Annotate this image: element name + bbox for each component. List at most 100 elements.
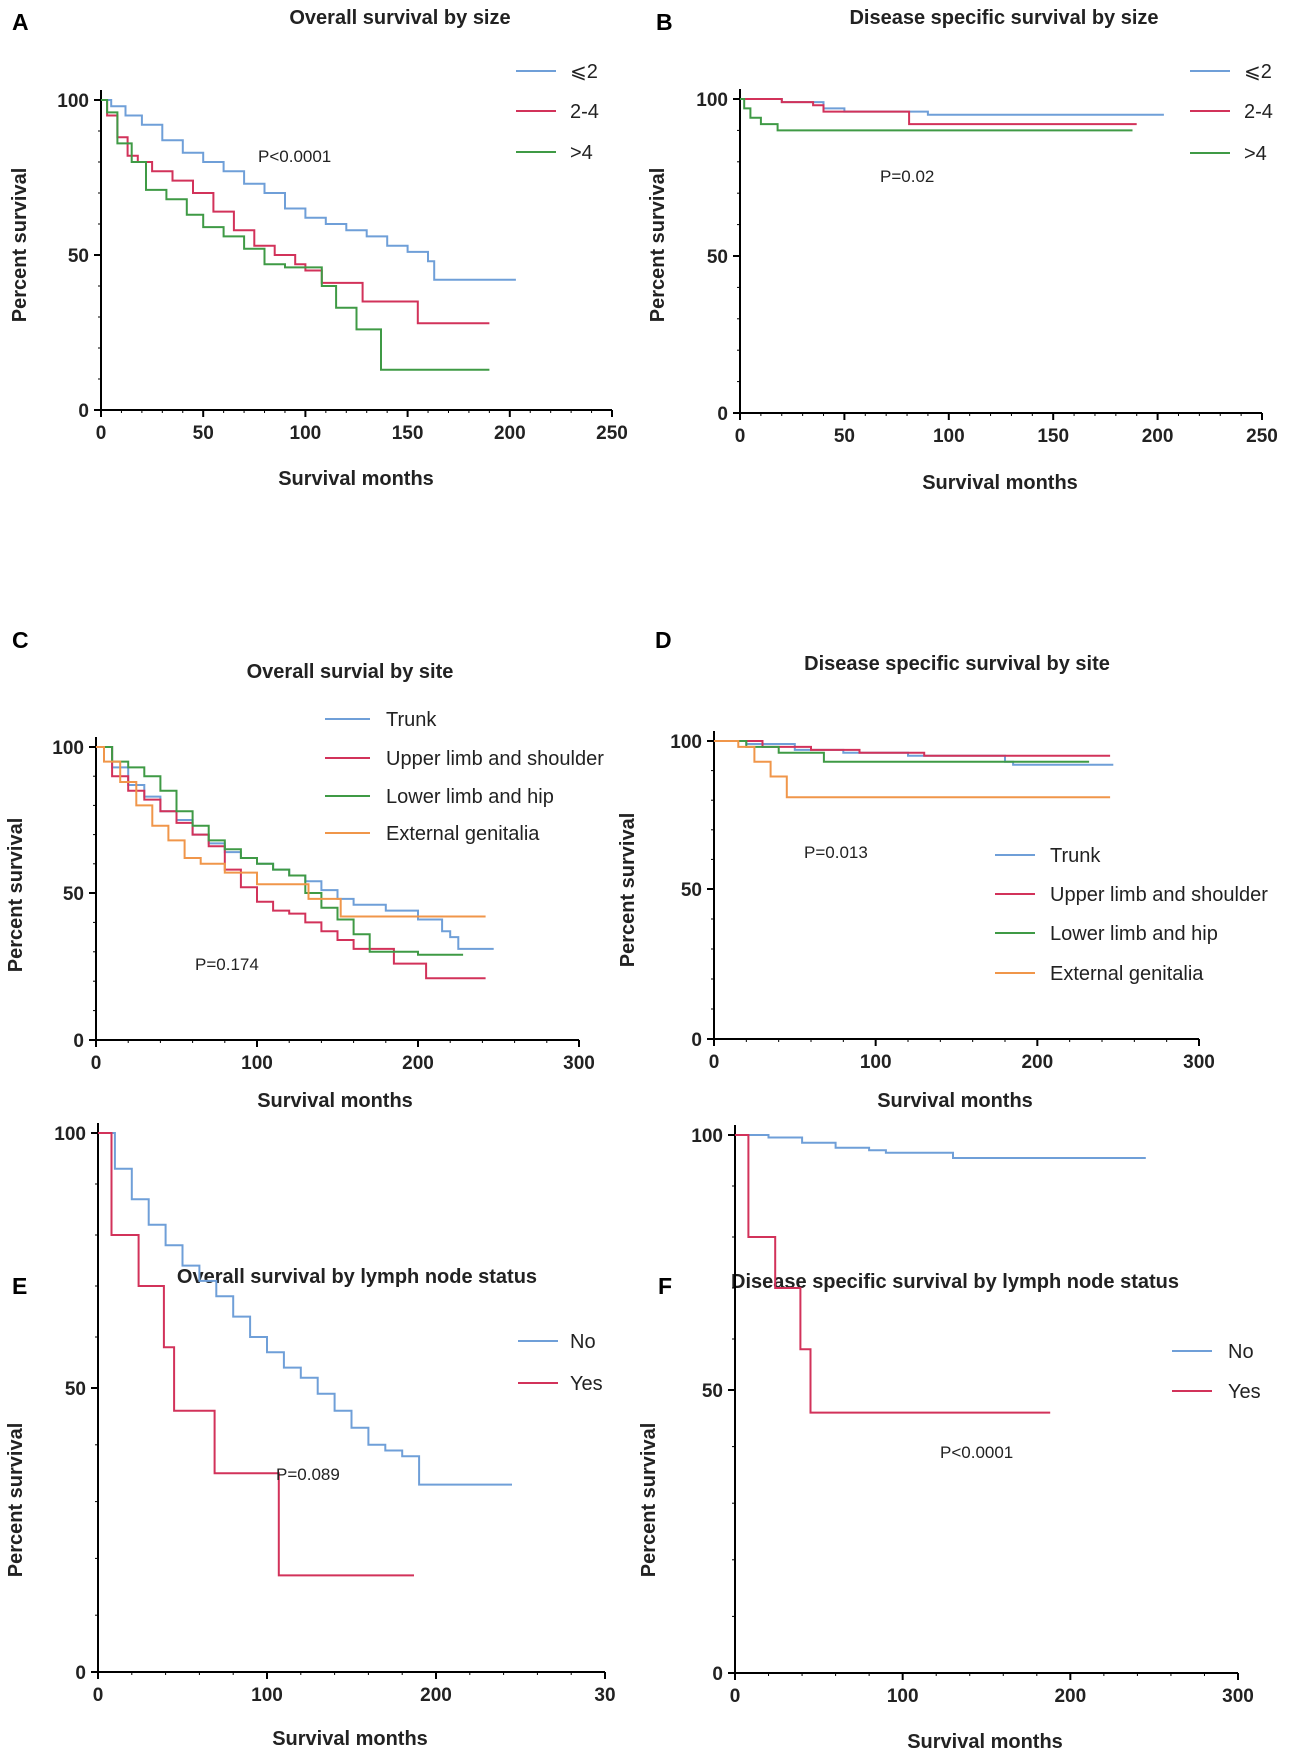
survival-curve-2-4 bbox=[101, 99, 490, 325]
chart-title: Overall survival by size bbox=[289, 7, 510, 29]
legend-label: Yes bbox=[570, 1373, 603, 1395]
y-axis-label: Percent survival bbox=[617, 813, 639, 968]
legend-label: ⩽2 bbox=[570, 61, 598, 83]
x-tick-label: 0 bbox=[730, 1686, 741, 1707]
legend-label: Lower limb and hip bbox=[386, 786, 554, 808]
x-tick-label: 100 bbox=[933, 426, 965, 447]
x-axis-label: Survival months bbox=[877, 1090, 1033, 1112]
p-value-annotation: P=0.013 bbox=[804, 843, 868, 862]
x-tick-label: 150 bbox=[1037, 426, 1069, 447]
y-tick-label: 0 bbox=[75, 1663, 86, 1684]
x-tick-label: 200 bbox=[494, 423, 526, 444]
panel-letter: B bbox=[656, 9, 673, 35]
x-tick-label: 50 bbox=[834, 426, 855, 447]
x-tick-label: 0 bbox=[91, 1053, 102, 1074]
panel-letter: D bbox=[655, 627, 672, 653]
legend-label: Yes bbox=[1228, 1381, 1261, 1403]
legend-label: Trunk bbox=[1050, 845, 1101, 867]
survival-curve-yes bbox=[735, 1134, 1051, 1414]
y-axis-label: Percent survival bbox=[647, 168, 669, 323]
chart-title: Disease specific survival by lymph node … bbox=[731, 1271, 1179, 1293]
panel-letter: F bbox=[658, 1273, 672, 1299]
y-tick-label: 100 bbox=[52, 738, 84, 759]
p-value-annotation: P=0.089 bbox=[276, 1465, 340, 1484]
y-tick-label: 0 bbox=[691, 1030, 702, 1051]
y-tick-label: 100 bbox=[54, 1124, 86, 1145]
legend-label: 2-4 bbox=[570, 101, 599, 123]
x-axis-label: Survival months bbox=[907, 1731, 1063, 1753]
y-tick-label: 100 bbox=[670, 732, 702, 753]
legend-label: ⩽2 bbox=[1244, 61, 1272, 83]
y-tick-label: 50 bbox=[68, 246, 89, 267]
x-tick-label: 100 bbox=[290, 423, 322, 444]
y-tick-label: 50 bbox=[65, 1379, 86, 1400]
x-tick-label: 100 bbox=[887, 1686, 919, 1707]
x-tick-label: 0 bbox=[709, 1052, 720, 1073]
x-tick-label: 200 bbox=[420, 1685, 452, 1706]
x-tick-label: 0 bbox=[96, 423, 107, 444]
legend-label: Lower limb and hip bbox=[1050, 923, 1218, 945]
x-tick-label: 300 bbox=[1222, 1686, 1254, 1707]
survival-curve-4 bbox=[101, 99, 490, 371]
p-value-annotation: P<0.0001 bbox=[258, 147, 331, 166]
x-tick-label: 0 bbox=[93, 1685, 104, 1706]
legend-label: >4 bbox=[1244, 143, 1267, 165]
y-tick-label: 50 bbox=[707, 247, 728, 268]
x-tick-label: 300 bbox=[563, 1053, 595, 1074]
panel-letter: C bbox=[12, 627, 29, 653]
panel-letter: E bbox=[12, 1273, 27, 1299]
y-tick-label: 100 bbox=[696, 90, 728, 111]
panel-c: C Overall survial by site 0 100 200 300 0 50 100… bbox=[5, 627, 604, 1112]
chart-title: Overall survival by lymph node status bbox=[177, 1266, 537, 1288]
x-tick-label: 30 bbox=[594, 1685, 615, 1706]
x-axis-label: Survival months bbox=[257, 1090, 413, 1112]
y-tick-label: 100 bbox=[691, 1126, 723, 1147]
x-tick-label: 100 bbox=[860, 1052, 892, 1073]
y-tick-label: 0 bbox=[78, 401, 89, 422]
x-axis-label: Survival months bbox=[272, 1728, 428, 1750]
y-axis-label: Percent survival bbox=[9, 168, 31, 323]
x-axis-label: Survival months bbox=[278, 468, 434, 490]
legend-label: No bbox=[570, 1331, 596, 1353]
panel-b: B Disease specific survival by size 0 50 100… bbox=[647, 7, 1278, 494]
y-tick-label: 100 bbox=[57, 91, 89, 112]
y-axis-label: Percent survival bbox=[5, 818, 27, 973]
x-tick-label: 200 bbox=[402, 1053, 434, 1074]
y-tick-label: 0 bbox=[712, 1664, 723, 1685]
survival-curve-4 bbox=[740, 98, 1133, 132]
legend-label: Upper limb and shoulder bbox=[386, 748, 604, 770]
x-tick-label: 200 bbox=[1054, 1686, 1086, 1707]
legend-label: External genitalia bbox=[1050, 963, 1204, 985]
x-tick-label: 150 bbox=[392, 423, 424, 444]
y-tick-label: 0 bbox=[73, 1031, 84, 1052]
panel-e: E Overall survival by lymph node status 0 1… bbox=[5, 1123, 616, 1750]
panel-f: F Disease specific survival by lymph node… bbox=[638, 1125, 1261, 1753]
survival-curve-2 bbox=[101, 99, 516, 281]
survival-curve-external-genitalia bbox=[714, 740, 1111, 799]
y-tick-label: 50 bbox=[63, 884, 84, 905]
panel-letter: A bbox=[12, 9, 29, 35]
x-tick-label: 100 bbox=[251, 1685, 283, 1706]
x-tick-label: 250 bbox=[596, 423, 628, 444]
chart-title: Disease specific survival by site bbox=[804, 653, 1110, 675]
x-tick-label: 200 bbox=[1142, 426, 1174, 447]
survival-curve-2-4 bbox=[740, 98, 1137, 126]
y-tick-label: 0 bbox=[717, 404, 728, 425]
x-tick-label: 300 bbox=[1183, 1052, 1215, 1073]
chart-title: Overall survial by site bbox=[247, 661, 454, 683]
p-value-annotation: P=0.02 bbox=[880, 167, 934, 186]
legend-label: >4 bbox=[570, 142, 593, 164]
survival-curve-no bbox=[98, 1132, 512, 1486]
y-axis-label: Percent survival bbox=[5, 1423, 27, 1578]
x-tick-label: 0 bbox=[735, 426, 746, 447]
y-axis-label: Percent survival bbox=[638, 1423, 660, 1578]
y-tick-label: 50 bbox=[702, 1381, 723, 1402]
survival-curve-no bbox=[735, 1134, 1146, 1159]
survival-curve-upper-limb-and-shoulder bbox=[714, 740, 1111, 757]
panel-a: A Overall survival by size 0 50 100 150 200 250… bbox=[9, 7, 628, 490]
x-tick-label: 200 bbox=[1021, 1052, 1053, 1073]
survival-curve-external-genitalia bbox=[96, 746, 486, 918]
x-axis-label: Survival months bbox=[922, 472, 1078, 494]
legend-label: 2-4 bbox=[1244, 101, 1273, 123]
